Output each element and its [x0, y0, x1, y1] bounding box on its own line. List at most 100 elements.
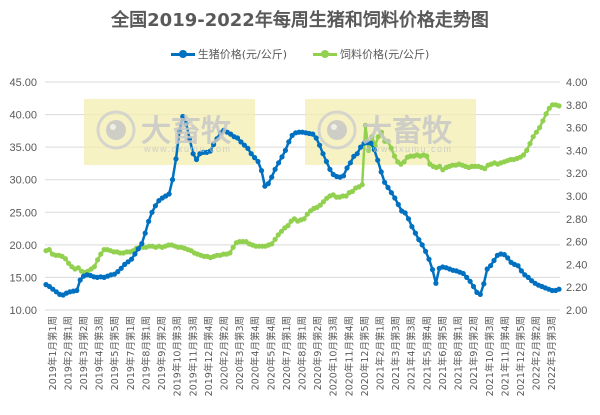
- data-point[interactable]: [482, 166, 488, 172]
- data-point[interactable]: [279, 154, 285, 160]
- data-point[interactable]: [285, 223, 291, 229]
- data-point[interactable]: [252, 155, 258, 161]
- data-point[interactable]: [433, 280, 439, 286]
- data-point[interactable]: [62, 256, 68, 262]
- data-point[interactable]: [169, 177, 176, 183]
- data-point[interactable]: [98, 251, 104, 257]
- data-point[interactable]: [340, 173, 347, 179]
- data-point[interactable]: [132, 251, 138, 257]
- data-point[interactable]: [525, 274, 531, 280]
- data-point[interactable]: [304, 211, 310, 217]
- data-point[interactable]: [269, 174, 275, 180]
- data-point[interactable]: [207, 148, 213, 154]
- data-point[interactable]: [491, 257, 497, 264]
- data-point[interactable]: [46, 247, 52, 253]
- data-point[interactable]: [91, 264, 97, 270]
- data-point[interactable]: [146, 218, 152, 224]
- data-point[interactable]: [527, 141, 533, 147]
- data-point[interactable]: [378, 129, 385, 135]
- data-point[interactable]: [385, 184, 391, 191]
- data-point[interactable]: [234, 135, 241, 141]
- data-point[interactable]: [358, 144, 364, 150]
- data-point[interactable]: [375, 134, 381, 140]
- data-point[interactable]: [278, 228, 285, 234]
- data-point[interactable]: [166, 191, 172, 197]
- data-point[interactable]: [317, 142, 323, 148]
- data-point[interactable]: [501, 252, 507, 258]
- data-point[interactable]: [95, 257, 101, 263]
- data-point[interactable]: [515, 263, 521, 269]
- data-point[interactable]: [227, 250, 233, 256]
- data-point[interactable]: [173, 156, 179, 162]
- data-point[interactable]: [488, 263, 494, 269]
- data-point[interactable]: [282, 147, 288, 153]
- data-point[interactable]: [344, 165, 350, 171]
- data-point[interactable]: [467, 278, 473, 284]
- data-point[interactable]: [128, 256, 135, 262]
- data-point[interactable]: [368, 140, 374, 146]
- data-point[interactable]: [378, 169, 384, 175]
- legend-item-pig-price[interactable]: 生猪价格(元/公斤): [170, 46, 287, 62]
- data-point[interactable]: [142, 230, 148, 236]
- data-point[interactable]: [248, 151, 254, 157]
- data-point[interactable]: [258, 168, 265, 174]
- data-point[interactable]: [540, 118, 546, 124]
- data-point[interactable]: [211, 141, 217, 148]
- data-point[interactable]: [520, 152, 527, 158]
- data-point[interactable]: [481, 281, 487, 287]
- data-point[interactable]: [366, 147, 372, 153]
- data-point[interactable]: [546, 105, 552, 111]
- data-point[interactable]: [183, 121, 189, 127]
- data-point[interactable]: [255, 158, 261, 165]
- data-point[interactable]: [139, 241, 145, 247]
- data-point[interactable]: [375, 157, 381, 163]
- data-point[interactable]: [241, 142, 247, 148]
- data-point[interactable]: [359, 182, 365, 188]
- data-point[interactable]: [556, 103, 562, 109]
- data-point[interactable]: [276, 160, 282, 166]
- data-point[interactable]: [180, 113, 186, 120]
- data-point[interactable]: [518, 268, 525, 274]
- data-point[interactable]: [272, 236, 278, 242]
- data-point[interactable]: [349, 188, 356, 194]
- data-point[interactable]: [369, 134, 375, 140]
- data-point[interactable]: [437, 163, 443, 169]
- data-point[interactable]: [75, 265, 81, 271]
- data-point[interactable]: [505, 255, 511, 261]
- data-point[interactable]: [193, 156, 200, 163]
- legend-item-feed-price[interactable]: 饲料价格(元/公斤): [313, 46, 429, 62]
- data-point[interactable]: [320, 151, 326, 157]
- data-point[interactable]: [66, 260, 72, 266]
- data-point[interactable]: [176, 128, 182, 135]
- data-point[interactable]: [190, 151, 196, 157]
- data-point[interactable]: [402, 210, 408, 216]
- data-point[interactable]: [362, 122, 368, 128]
- data-point[interactable]: [275, 232, 281, 238]
- data-point[interactable]: [412, 230, 418, 236]
- data-point[interactable]: [347, 160, 353, 166]
- data-point[interactable]: [392, 195, 398, 201]
- data-point[interactable]: [405, 216, 412, 222]
- data-point[interactable]: [286, 139, 292, 145]
- data-point[interactable]: [118, 265, 124, 271]
- data-point[interactable]: [323, 158, 329, 165]
- data-point[interactable]: [149, 209, 155, 215]
- data-point[interactable]: [524, 147, 530, 153]
- data-point[interactable]: [301, 216, 307, 222]
- data-point[interactable]: [395, 201, 401, 208]
- data-point[interactable]: [265, 181, 271, 187]
- data-point[interactable]: [74, 287, 80, 294]
- data-point[interactable]: [152, 203, 158, 209]
- data-point[interactable]: [424, 153, 430, 159]
- data-point[interactable]: [388, 190, 394, 196]
- data-point[interactable]: [238, 139, 244, 145]
- data-point[interactable]: [416, 237, 422, 243]
- data-point[interactable]: [313, 135, 319, 141]
- data-point[interactable]: [423, 248, 429, 254]
- data-point[interactable]: [391, 153, 398, 159]
- data-point[interactable]: [135, 246, 141, 252]
- data-point[interactable]: [401, 159, 407, 165]
- data-point[interactable]: [214, 136, 220, 142]
- data-point[interactable]: [187, 136, 193, 142]
- data-point[interactable]: [426, 256, 432, 262]
